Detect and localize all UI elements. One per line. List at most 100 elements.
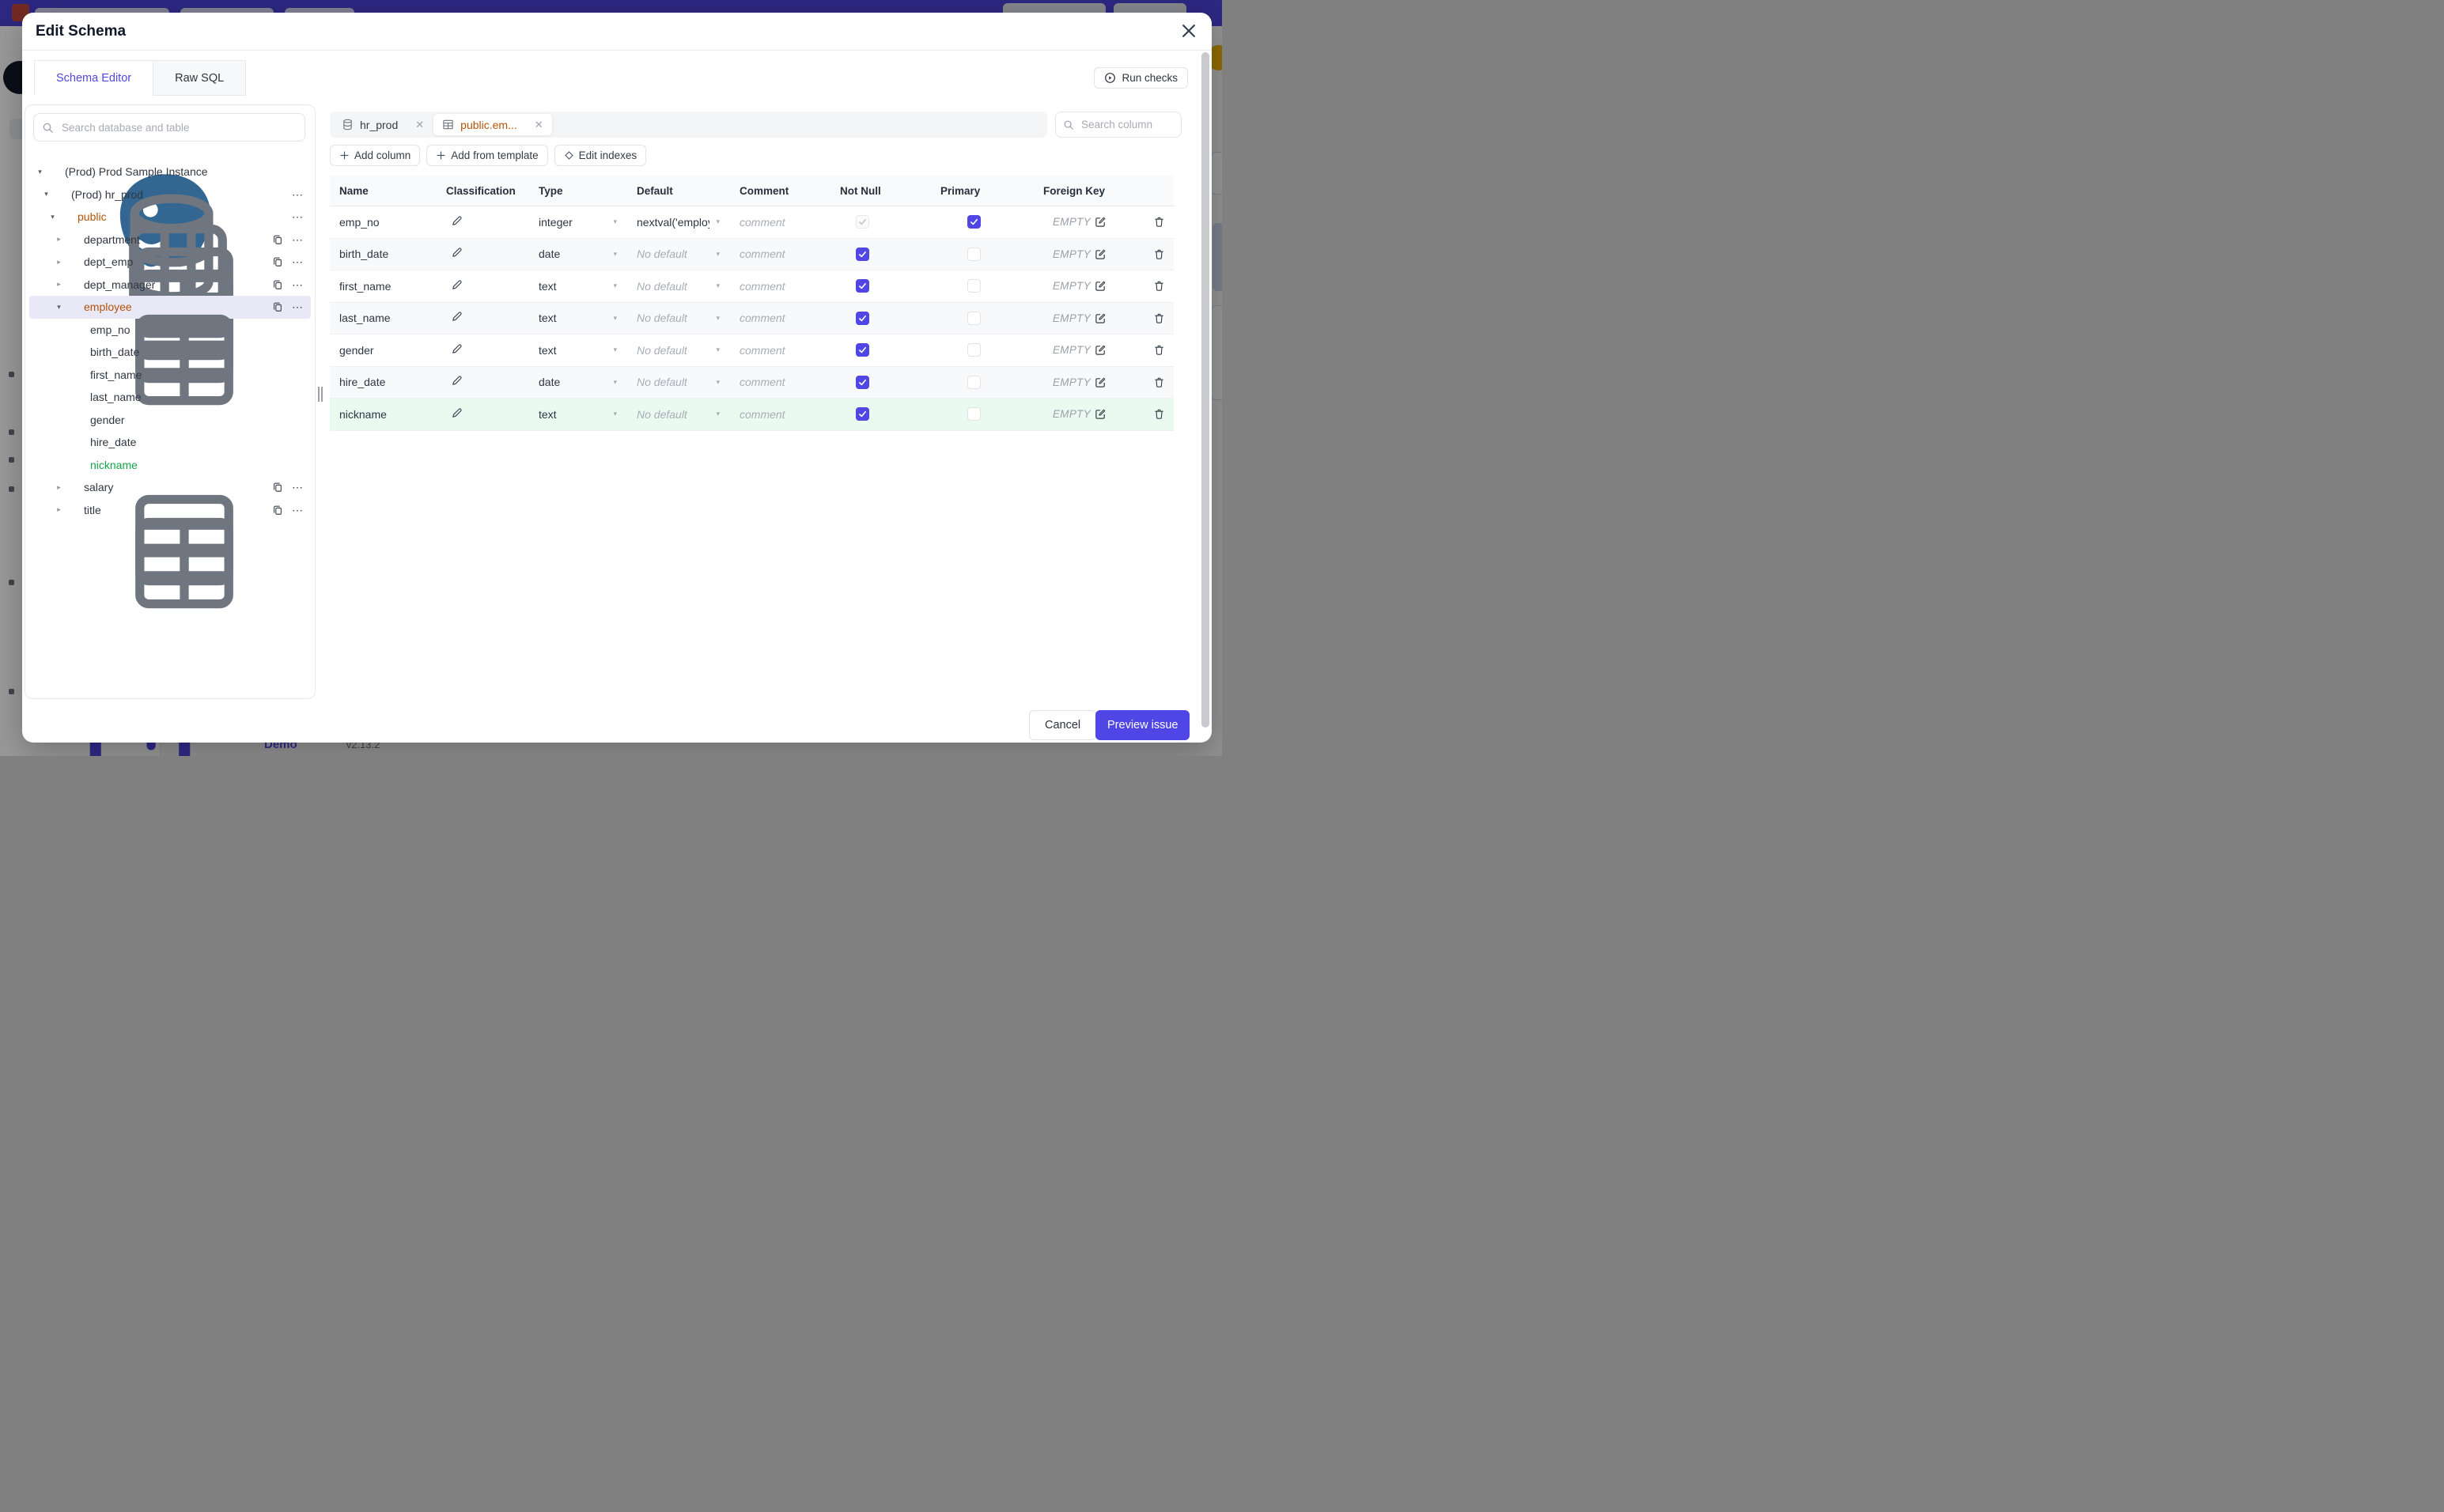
tab-schema-editor[interactable]: Schema Editor (34, 60, 154, 96)
chevron-right-icon[interactable]: ▸ (57, 280, 61, 289)
pencil-icon[interactable] (451, 247, 463, 259)
tree-item-public[interactable]: ▾ public ⋯ (29, 206, 311, 229)
tab-raw-sql[interactable]: Raw SQL (153, 60, 247, 96)
copy-icon[interactable] (272, 256, 283, 267)
database-search-input[interactable] (60, 120, 297, 134)
primary-checkbox[interactable] (967, 215, 981, 229)
comment-input[interactable]: comment (740, 407, 785, 421)
pencil-icon[interactable] (451, 375, 463, 387)
default-select[interactable]: No default ▾ (637, 376, 720, 389)
primary-checkbox[interactable] (967, 279, 981, 293)
pencil-icon[interactable] (451, 407, 463, 419)
trash-icon[interactable] (1153, 408, 1165, 420)
tree-item-first_name[interactable]: first_name (29, 364, 311, 387)
edit-foreign-key-icon[interactable] (1095, 280, 1107, 292)
edit-foreign-key-icon[interactable] (1095, 376, 1107, 388)
column-name[interactable]: gender (339, 343, 374, 357)
preview-issue-button[interactable]: Preview issue (1095, 710, 1190, 740)
more-actions-icon[interactable]: ⋯ (292, 232, 304, 246)
comment-input[interactable]: comment (740, 279, 785, 293)
default-select[interactable]: No default ▾ (637, 407, 720, 421)
cancel-button[interactable]: Cancel (1029, 710, 1097, 740)
more-actions-icon[interactable]: ⋯ (292, 301, 304, 314)
not-null-checkbox[interactable] (856, 311, 869, 325)
comment-input[interactable]: comment (740, 215, 785, 229)
column-name[interactable]: emp_no (339, 215, 380, 229)
copy-icon[interactable] (272, 301, 283, 312)
comment-input[interactable]: comment (740, 312, 785, 325)
chevron-right-icon[interactable]: ▸ (57, 235, 61, 244)
column-name[interactable]: hire_date (339, 376, 386, 389)
not-null-checkbox[interactable] (856, 407, 869, 421)
more-actions-icon[interactable]: ⋯ (292, 255, 304, 269)
column-name[interactable]: nickname (339, 407, 387, 421)
type-select[interactable]: text ▾ (539, 312, 617, 325)
primary-checkbox[interactable] (967, 407, 981, 421)
add-column-button[interactable]: Add column (330, 145, 421, 166)
run-checks-button[interactable]: Run checks (1094, 67, 1188, 89)
default-select[interactable]: No default ▾ (637, 343, 720, 357)
tree-item-employee[interactable]: ▾ employee ⋯ (29, 296, 311, 319)
trash-icon[interactable] (1153, 248, 1165, 260)
not-null-checkbox[interactable] (856, 375, 869, 389)
tree-item--prod-hr_prod[interactable]: ▾ (Prod) hr_prod ⋯ (29, 183, 311, 206)
trash-icon[interactable] (1153, 312, 1165, 324)
entity-tab-public-em-[interactable]: public.em... ✕ (433, 113, 553, 136)
type-select[interactable]: date ▾ (539, 248, 617, 261)
tree-item-title[interactable]: ▸ title ⋯ (29, 499, 311, 522)
more-actions-icon[interactable]: ⋯ (292, 210, 304, 224)
tree-item-department[interactable]: ▸ department ⋯ (29, 229, 311, 251)
column-name[interactable]: first_name (339, 279, 392, 293)
primary-checkbox[interactable] (967, 375, 981, 389)
tree-item-gender[interactable]: gender (29, 409, 311, 432)
copy-icon[interactable] (272, 505, 283, 516)
not-null-checkbox[interactable] (856, 343, 869, 357)
type-select[interactable]: date ▾ (539, 376, 617, 389)
edit-foreign-key-icon[interactable] (1095, 248, 1107, 260)
trash-icon[interactable] (1153, 344, 1165, 356)
tree-item-dept_emp[interactable]: ▸ dept_emp ⋯ (29, 251, 311, 274)
chevron-down-icon[interactable]: ▾ (57, 302, 61, 311)
default-select[interactable]: No default ▾ (637, 248, 720, 261)
edit-foreign-key-icon[interactable] (1095, 312, 1107, 324)
more-actions-icon[interactable]: ⋯ (292, 278, 304, 291)
close-icon[interactable] (1180, 22, 1199, 41)
pencil-icon[interactable] (451, 311, 463, 323)
comment-input[interactable]: comment (740, 376, 785, 389)
column-name[interactable]: last_name (339, 312, 391, 325)
pencil-icon[interactable] (451, 215, 463, 227)
column-search-input[interactable] (1080, 118, 1174, 131)
pencil-icon[interactable] (451, 343, 463, 355)
type-select[interactable]: text ▾ (539, 407, 617, 421)
copy-icon[interactable] (272, 279, 283, 290)
not-null-checkbox[interactable] (856, 279, 869, 293)
edit-foreign-key-icon[interactable] (1095, 216, 1107, 228)
add-from-template-button[interactable]: Add from template (426, 145, 548, 166)
trash-icon[interactable] (1153, 280, 1165, 292)
tree-item-emp_no[interactable]: emp_no (29, 319, 311, 342)
primary-checkbox[interactable] (967, 343, 981, 357)
pencil-icon[interactable] (451, 279, 463, 291)
close-tab-icon[interactable]: ✕ (415, 118, 425, 130)
edit-foreign-key-icon[interactable] (1095, 408, 1107, 420)
more-actions-icon[interactable]: ⋯ (292, 481, 304, 494)
type-select[interactable]: text ▾ (539, 343, 617, 357)
chevron-down-icon[interactable]: ▾ (51, 212, 55, 221)
tree-item-dept_manager[interactable]: ▸ dept_manager ⋯ (29, 274, 311, 297)
type-select[interactable]: text ▾ (539, 279, 617, 293)
column-name[interactable]: birth_date (339, 248, 389, 261)
tree-item-salary[interactable]: ▸ salary ⋯ (29, 476, 311, 499)
panel-resize-handle[interactable] (317, 387, 323, 402)
more-actions-icon[interactable]: ⋯ (292, 503, 304, 516)
not-null-checkbox[interactable] (856, 247, 869, 261)
tree-item-last_name[interactable]: last_name (29, 386, 311, 409)
copy-icon[interactable] (272, 482, 283, 493)
trash-icon[interactable] (1153, 376, 1165, 388)
chevron-down-icon[interactable]: ▾ (44, 190, 48, 198)
modal-scrollbar[interactable] (1201, 52, 1209, 728)
close-tab-icon[interactable]: ✕ (534, 118, 543, 130)
tree-item--prod-prod-sample-instance[interactable]: ▾ (Prod) Prod Sample Instance (29, 161, 311, 183)
primary-checkbox[interactable] (967, 311, 981, 325)
tree-item-birth_date[interactable]: birth_date (29, 341, 311, 364)
default-select[interactable]: No default ▾ (637, 312, 720, 325)
